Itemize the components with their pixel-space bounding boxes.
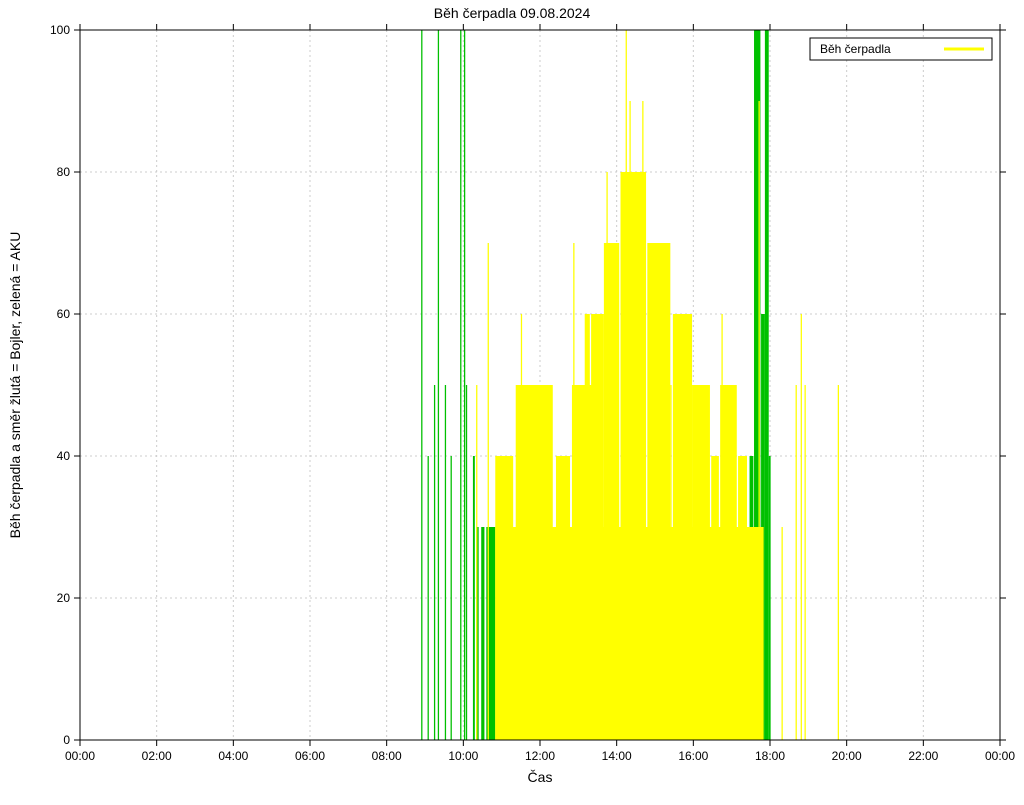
x-tick-label: 20:00: [832, 749, 862, 763]
y-tick-label: 0: [63, 733, 70, 747]
x-tick-label: 00:00: [65, 749, 95, 763]
x-tick-label: 02:00: [142, 749, 172, 763]
x-axis-label: Čas: [528, 769, 553, 785]
x-tick-label: 18:00: [755, 749, 785, 763]
x-tick-label: 08:00: [372, 749, 402, 763]
chart-title: Běh čerpadla 09.08.2024: [434, 5, 591, 21]
x-tick-label: 12:00: [525, 749, 555, 763]
x-tick-label: 16:00: [678, 749, 708, 763]
x-tick-label: 04:00: [218, 749, 248, 763]
y-tick-label: 100: [50, 23, 70, 37]
chart-container: 0 20 40 60 80 100 00:00 02:00 04:00 06:00 08:00 10:…: [0, 0, 1024, 800]
pump-run-chart: 0 20 40 60 80 100 00:00 02:00 04:00 06:00 08:00 10:…: [0, 0, 1024, 800]
x-tick-label: 14:00: [602, 749, 632, 763]
x-tick-label: 00:00: [985, 749, 1015, 763]
y-axis-label: Běh čerpadla a směr žlutá = Bojler, zele…: [7, 232, 23, 539]
y-tick-label: 20: [57, 591, 71, 605]
x-tick-label: 22:00: [908, 749, 938, 763]
x-tick-label: 06:00: [295, 749, 325, 763]
y-tick-label: 80: [57, 165, 71, 179]
x-tick-label: 10:00: [448, 749, 478, 763]
legend-label: Běh čerpadla: [820, 42, 891, 56]
y-tick-label: 40: [57, 449, 71, 463]
y-tick-label: 60: [57, 307, 71, 321]
